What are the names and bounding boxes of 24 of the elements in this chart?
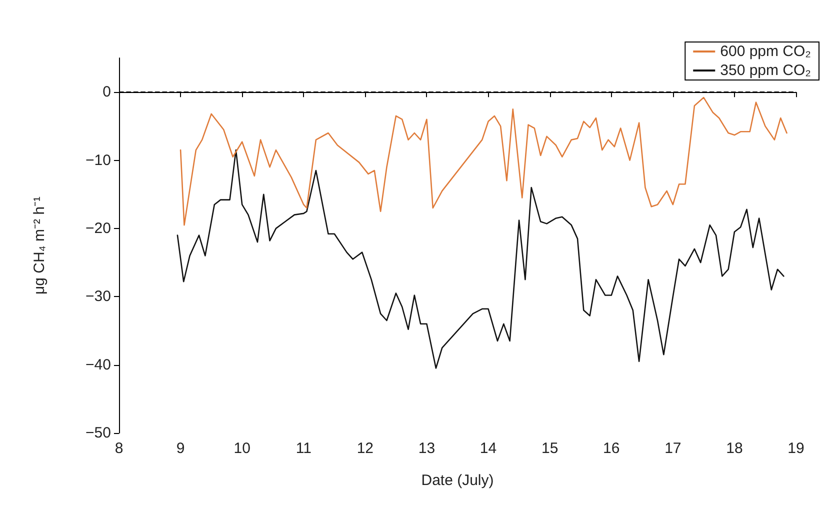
x-axis-title: Date (July) [421, 472, 494, 489]
x-tick-label: 19 [788, 440, 804, 457]
x-tick-label: 9 [176, 440, 185, 457]
x-tick-label: 14 [480, 440, 497, 457]
x-tick-label: 11 [296, 440, 312, 457]
legend-label: 600 ppm CO₂ [720, 43, 812, 60]
y-axis-title: μg CH₄ m⁻² h⁻¹ [31, 196, 48, 295]
line-series [176, 149, 784, 369]
x-tick-label: 17 [664, 440, 682, 457]
x-tick-label: 18 [726, 440, 743, 457]
x-tick-label: 13 [418, 440, 436, 457]
y-tick-label: 0 [102, 84, 111, 101]
y-tick-label: −20 [86, 220, 111, 237]
x-tick-label: 12 [356, 440, 374, 457]
x-tick-label: 15 [541, 440, 558, 457]
x-tick-label: 8 [114, 440, 124, 457]
y-tick-label: −40 [86, 356, 111, 374]
line-series [180, 96, 788, 226]
y-tick-label: −50 [86, 424, 111, 442]
x-tick-label: 16 [603, 440, 620, 457]
y-tick-label: −10 [86, 152, 111, 169]
x-tick-label: 10 [234, 440, 250, 457]
legend-label: 350 ppm CO₂ [720, 62, 812, 79]
y-tick-label: −30 [86, 288, 111, 306]
